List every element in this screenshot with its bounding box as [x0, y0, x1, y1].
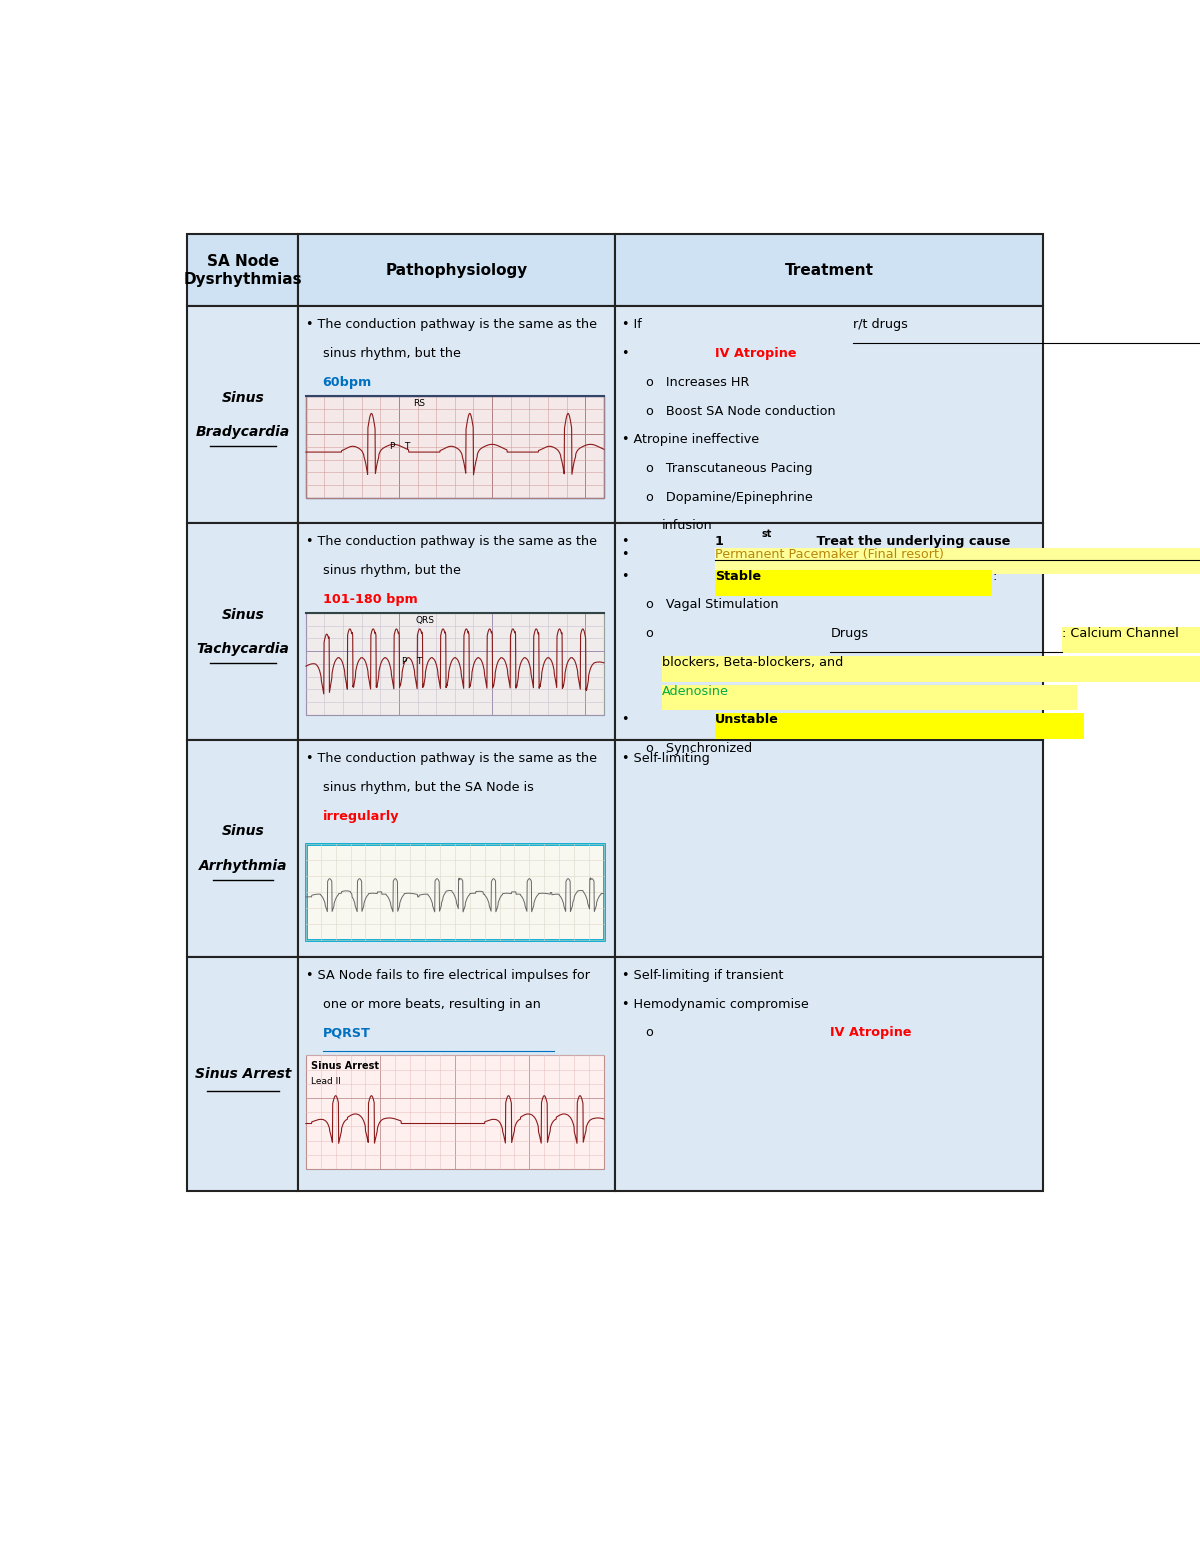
Text: • If: • If: [623, 318, 646, 331]
FancyBboxPatch shape: [187, 523, 299, 741]
FancyBboxPatch shape: [187, 741, 299, 957]
Text: IV Atropine: IV Atropine: [715, 348, 797, 360]
Bar: [715, 713, 1085, 739]
Text: o: o: [646, 1027, 666, 1039]
Text: •: •: [623, 548, 634, 561]
FancyBboxPatch shape: [616, 957, 1043, 1191]
Text: • SA Node fails to fire electrical impulses for: • SA Node fails to fire electrical impul…: [306, 969, 590, 981]
FancyBboxPatch shape: [616, 235, 1043, 306]
Text: o   Transcutaneous Pacing: o Transcutaneous Pacing: [646, 461, 812, 475]
FancyBboxPatch shape: [616, 523, 1043, 741]
Bar: [306, 1056, 604, 1169]
Text: sinus rhythm, but the: sinus rhythm, but the: [323, 348, 464, 360]
FancyBboxPatch shape: [299, 306, 616, 523]
Text: • Self-limiting if transient: • Self-limiting if transient: [623, 969, 784, 981]
FancyBboxPatch shape: [299, 741, 616, 957]
Text: Sinus Arrest: Sinus Arrest: [194, 1067, 292, 1081]
Bar: [715, 548, 1200, 575]
Text: Treatment: Treatment: [785, 262, 874, 278]
Bar: [661, 685, 1078, 710]
Text: sinus rhythm, but the SA Node is: sinus rhythm, but the SA Node is: [323, 781, 538, 794]
Text: o: o: [646, 627, 666, 640]
Bar: [306, 845, 604, 940]
FancyBboxPatch shape: [616, 741, 1043, 957]
Text: Lead II: Lead II: [311, 1076, 341, 1086]
Text: Sinus: Sinus: [222, 825, 264, 839]
Text: r/t drugs: r/t drugs: [853, 318, 908, 331]
Text: QRS: QRS: [415, 615, 434, 624]
Text: Sinus: Sinus: [222, 391, 264, 405]
Text: irregularly: irregularly: [323, 809, 400, 823]
Text: infusion: infusion: [661, 519, 713, 533]
Text: P: P: [402, 657, 407, 666]
Text: Stable: Stable: [715, 570, 761, 582]
Text: IV Atropine: IV Atropine: [830, 1027, 912, 1039]
Text: st: st: [761, 530, 772, 539]
Text: • The conduction pathway is the same as the: • The conduction pathway is the same as …: [306, 318, 596, 331]
Text: • The conduction pathway is the same as the: • The conduction pathway is the same as …: [306, 752, 596, 766]
Text: 1: 1: [715, 536, 724, 548]
Text: •: •: [623, 713, 634, 727]
Text: Unstable: Unstable: [715, 713, 779, 727]
Text: P: P: [390, 443, 395, 450]
Text: T: T: [404, 443, 410, 450]
Text: Drugs: Drugs: [830, 627, 869, 640]
Text: PQRST: PQRST: [323, 1027, 371, 1039]
Text: RS: RS: [413, 399, 425, 408]
Text: • Hemodynamic compromise: • Hemodynamic compromise: [623, 997, 809, 1011]
Bar: [1062, 627, 1200, 652]
Text: T: T: [416, 657, 421, 666]
Text: :: :: [992, 570, 996, 582]
Text: Sinus Arrest: Sinus Arrest: [311, 1061, 378, 1072]
Text: o   Dopamine/Epinephrine: o Dopamine/Epinephrine: [646, 491, 812, 503]
Bar: [715, 570, 992, 595]
Text: Arrhythmia: Arrhythmia: [198, 859, 287, 873]
Text: • Self-limiting: • Self-limiting: [623, 752, 710, 766]
Text: •: •: [623, 536, 634, 548]
Bar: [306, 396, 604, 499]
Text: o   Boost SA Node conduction: o Boost SA Node conduction: [646, 404, 835, 418]
Text: Sinus: Sinus: [222, 607, 264, 621]
Text: o   Vagal Stimulation: o Vagal Stimulation: [646, 598, 779, 612]
Text: Pathophysiology: Pathophysiology: [385, 262, 528, 278]
Text: SA Node
Dysrhythmias: SA Node Dysrhythmias: [184, 255, 302, 287]
Text: •: •: [623, 348, 634, 360]
Text: •: •: [623, 570, 634, 582]
Text: : Calcium Channel: : Calcium Channel: [1062, 627, 1178, 640]
FancyBboxPatch shape: [299, 957, 616, 1191]
FancyBboxPatch shape: [187, 235, 299, 306]
Text: 60bpm: 60bpm: [323, 376, 372, 388]
Text: o   Increases HR: o Increases HR: [646, 376, 749, 388]
Bar: [661, 655, 1200, 682]
Text: Permanent Pacemaker (Final resort): Permanent Pacemaker (Final resort): [715, 548, 943, 561]
FancyBboxPatch shape: [616, 306, 1043, 523]
FancyBboxPatch shape: [299, 235, 616, 306]
Text: Adenosine: Adenosine: [661, 685, 728, 697]
FancyBboxPatch shape: [187, 306, 299, 523]
Text: Treat the underlying cause: Treat the underlying cause: [812, 536, 1010, 548]
Bar: [306, 613, 604, 714]
Text: one or more beats, resulting in an: one or more beats, resulting in an: [323, 997, 545, 1011]
Text: Tachycardia: Tachycardia: [197, 641, 289, 655]
Text: Bradycardia: Bradycardia: [196, 426, 290, 439]
Text: sinus rhythm, but the: sinus rhythm, but the: [323, 564, 464, 578]
Text: o   Synchronized: o Synchronized: [646, 742, 756, 755]
FancyBboxPatch shape: [299, 523, 616, 741]
Text: • The conduction pathway is the same as the: • The conduction pathway is the same as …: [306, 536, 596, 548]
Text: blockers, Beta-blockers, and: blockers, Beta-blockers, and: [661, 655, 842, 669]
FancyBboxPatch shape: [187, 957, 299, 1191]
Text: 101-180 bpm: 101-180 bpm: [323, 593, 418, 606]
Text: • Atropine ineffective: • Atropine ineffective: [623, 433, 760, 446]
